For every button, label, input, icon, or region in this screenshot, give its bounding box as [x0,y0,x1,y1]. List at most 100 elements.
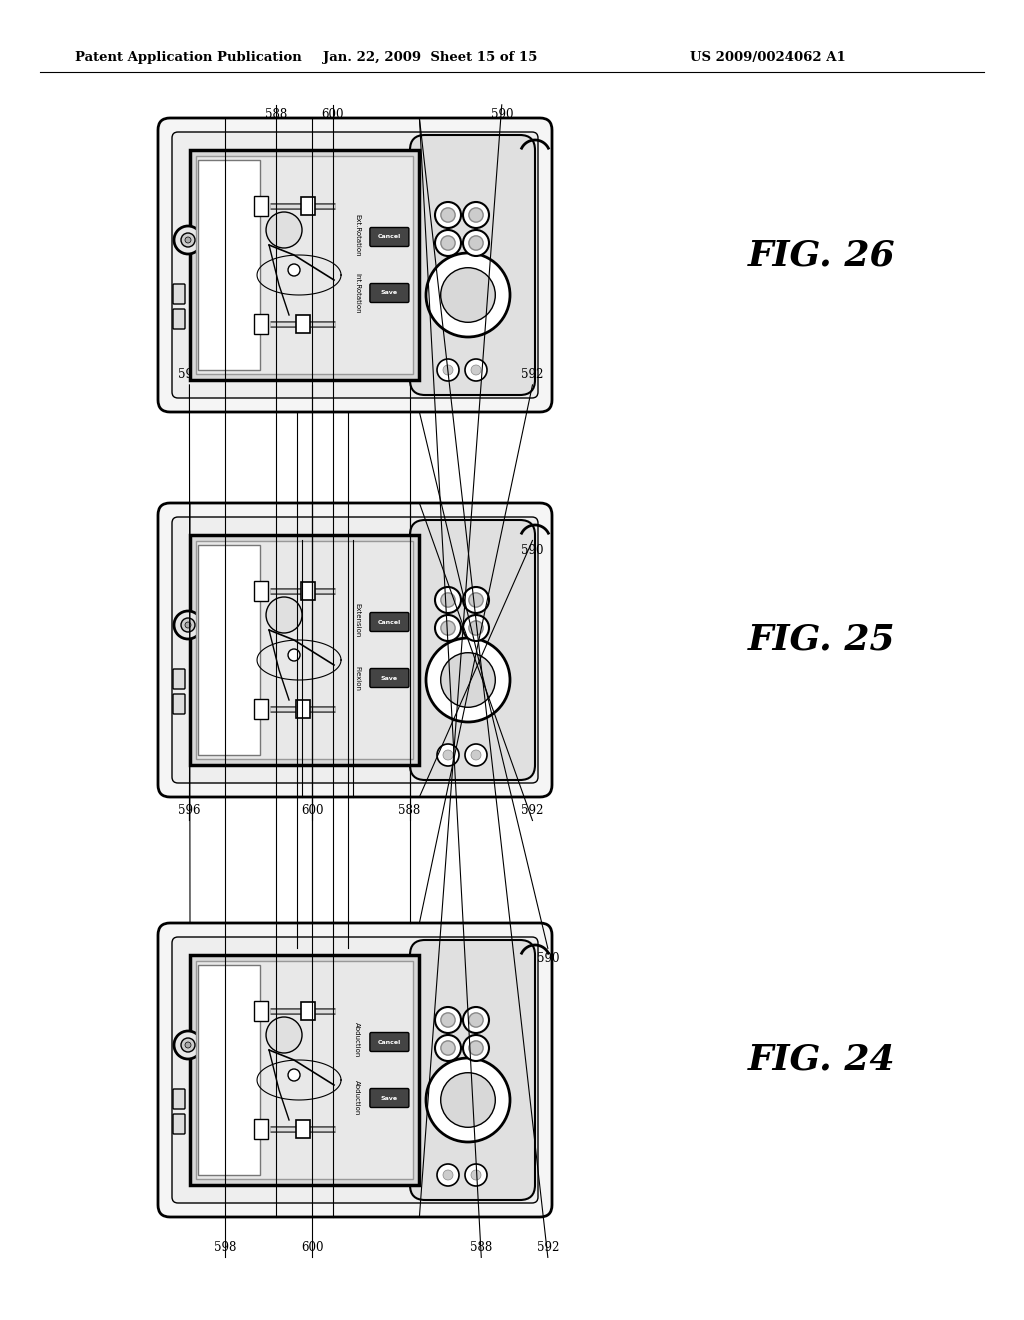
Circle shape [469,1012,483,1027]
Text: 588: 588 [398,804,421,817]
Text: FIG. 26: FIG. 26 [748,238,895,272]
FancyBboxPatch shape [158,503,552,797]
Circle shape [441,620,455,635]
FancyBboxPatch shape [370,1032,409,1052]
Circle shape [463,230,489,256]
Text: Save: Save [381,290,398,296]
Circle shape [185,1041,191,1048]
Circle shape [181,1038,195,1052]
FancyBboxPatch shape [370,1089,409,1107]
FancyBboxPatch shape [173,309,185,329]
FancyBboxPatch shape [370,227,409,247]
FancyBboxPatch shape [301,197,315,215]
FancyBboxPatch shape [254,314,268,334]
Text: Abduction: Abduction [354,1022,360,1057]
Text: 588: 588 [265,108,288,121]
Text: 600: 600 [301,1241,324,1254]
FancyBboxPatch shape [296,314,309,333]
Circle shape [469,1041,483,1055]
Circle shape [440,268,496,322]
Text: Ext.Rotation: Ext.Rotation [354,214,360,256]
Text: FIG. 25: FIG. 25 [748,623,895,657]
FancyBboxPatch shape [158,923,552,1217]
FancyBboxPatch shape [173,669,185,689]
Circle shape [440,652,496,708]
Text: Abduction: Abduction [354,1080,360,1115]
Circle shape [469,207,483,222]
FancyBboxPatch shape [196,961,414,1179]
Text: 590: 590 [537,952,559,965]
Circle shape [441,1012,455,1027]
FancyBboxPatch shape [254,1119,268,1139]
FancyBboxPatch shape [173,694,185,714]
Text: 588: 588 [337,952,359,965]
Text: 600: 600 [322,108,344,121]
Text: Cancel: Cancel [378,235,401,239]
Text: Save: Save [381,1096,398,1101]
FancyBboxPatch shape [172,937,538,1203]
Circle shape [266,597,302,634]
Circle shape [465,1164,487,1185]
Circle shape [437,744,459,766]
Circle shape [437,1164,459,1185]
FancyBboxPatch shape [254,197,268,216]
Circle shape [441,1041,455,1055]
Circle shape [471,750,481,760]
Text: FIG. 24: FIG. 24 [748,1043,895,1077]
Circle shape [174,226,202,253]
FancyBboxPatch shape [296,700,309,718]
FancyBboxPatch shape [198,965,260,1175]
Circle shape [441,236,455,251]
Text: 588: 588 [470,1241,493,1254]
Circle shape [435,230,461,256]
FancyBboxPatch shape [301,582,315,601]
Circle shape [471,366,481,375]
Circle shape [463,587,489,612]
Circle shape [463,1035,489,1061]
Circle shape [435,587,461,612]
Circle shape [181,234,195,247]
Circle shape [463,202,489,228]
Text: 600: 600 [301,804,324,817]
FancyBboxPatch shape [370,612,409,631]
FancyBboxPatch shape [370,284,409,302]
FancyBboxPatch shape [410,135,535,395]
Circle shape [443,366,453,375]
Text: Jan. 22, 2009  Sheet 15 of 15: Jan. 22, 2009 Sheet 15 of 15 [323,51,538,65]
Circle shape [174,611,202,639]
Text: 590: 590 [490,108,513,121]
Text: 600: 600 [286,952,308,965]
FancyBboxPatch shape [410,520,535,780]
Circle shape [437,359,459,381]
Circle shape [185,238,191,243]
FancyBboxPatch shape [173,1089,185,1109]
Circle shape [463,615,489,642]
Text: Cancel: Cancel [378,1040,401,1044]
Circle shape [469,620,483,635]
Circle shape [435,1035,461,1061]
Text: Cancel: Cancel [378,619,401,624]
Circle shape [463,1007,489,1034]
Text: Patent Application Publication: Patent Application Publication [75,51,302,65]
FancyBboxPatch shape [254,581,268,601]
Text: 600: 600 [301,368,324,381]
Circle shape [465,744,487,766]
Circle shape [443,1170,453,1180]
Circle shape [426,253,510,337]
FancyBboxPatch shape [196,541,414,759]
FancyBboxPatch shape [173,1114,185,1134]
Text: Save: Save [381,676,398,681]
Text: 588: 588 [398,368,421,381]
Circle shape [266,213,302,248]
Circle shape [441,593,455,607]
Text: Flexion: Flexion [354,665,360,690]
FancyBboxPatch shape [172,517,538,783]
Text: 598: 598 [214,1241,237,1254]
Circle shape [435,1007,461,1034]
Text: Extension: Extension [354,603,360,638]
Text: 592: 592 [521,368,544,381]
FancyBboxPatch shape [196,156,414,374]
Circle shape [471,1170,481,1180]
Circle shape [181,618,195,632]
FancyBboxPatch shape [198,160,260,370]
